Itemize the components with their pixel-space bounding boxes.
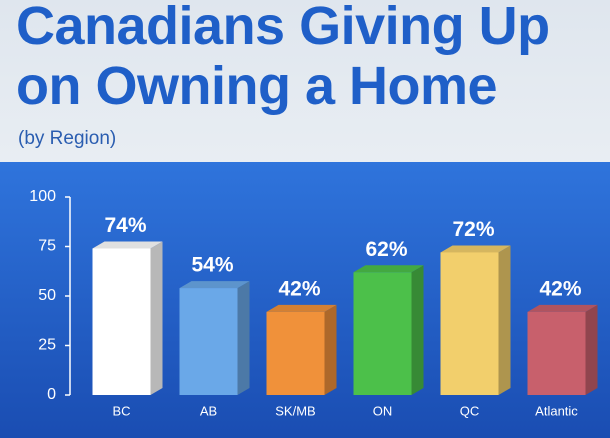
- y-tick-label: 100: [29, 188, 56, 205]
- value-label: 74%: [104, 214, 146, 237]
- value-label: 54%: [191, 254, 233, 277]
- x-tick-label: ON: [373, 403, 393, 418]
- bar: [527, 311, 586, 395]
- value-label: 42%: [539, 277, 581, 300]
- y-tick-label: 0: [47, 386, 56, 403]
- bar: [353, 272, 412, 395]
- bar-top: [92, 241, 163, 249]
- bar: [266, 311, 325, 395]
- value-label: 42%: [278, 277, 320, 300]
- value-label: 72%: [452, 218, 494, 241]
- bar-top: [179, 281, 250, 289]
- x-tick-label: Atlantic: [535, 403, 578, 418]
- x-tick-label: AB: [200, 403, 217, 418]
- bar-top: [353, 265, 424, 273]
- bar-top: [440, 245, 511, 253]
- bar: [440, 252, 499, 395]
- y-tick-label: 25: [38, 337, 56, 354]
- bar-side: [324, 304, 337, 395]
- bar-side: [237, 281, 250, 395]
- y-tick-label: 75: [38, 238, 56, 255]
- value-label: 62%: [365, 238, 407, 261]
- bar: [92, 248, 151, 395]
- bar-side: [411, 265, 424, 395]
- x-tick-label: BC: [112, 403, 130, 418]
- bar-top: [527, 304, 598, 312]
- bar: [179, 288, 238, 395]
- bar-side: [150, 241, 163, 395]
- chart-subtitle: (by Region): [18, 128, 117, 149]
- y-tick-label: 50: [38, 287, 56, 304]
- x-tick-label: QC: [460, 403, 480, 418]
- bar-top: [266, 304, 337, 312]
- bar-side: [498, 245, 511, 395]
- chart-title: Canadians Giving Up on Owning a Home: [16, 0, 550, 116]
- bar-side: [585, 304, 598, 395]
- x-tick-label: SK/MB: [275, 403, 315, 418]
